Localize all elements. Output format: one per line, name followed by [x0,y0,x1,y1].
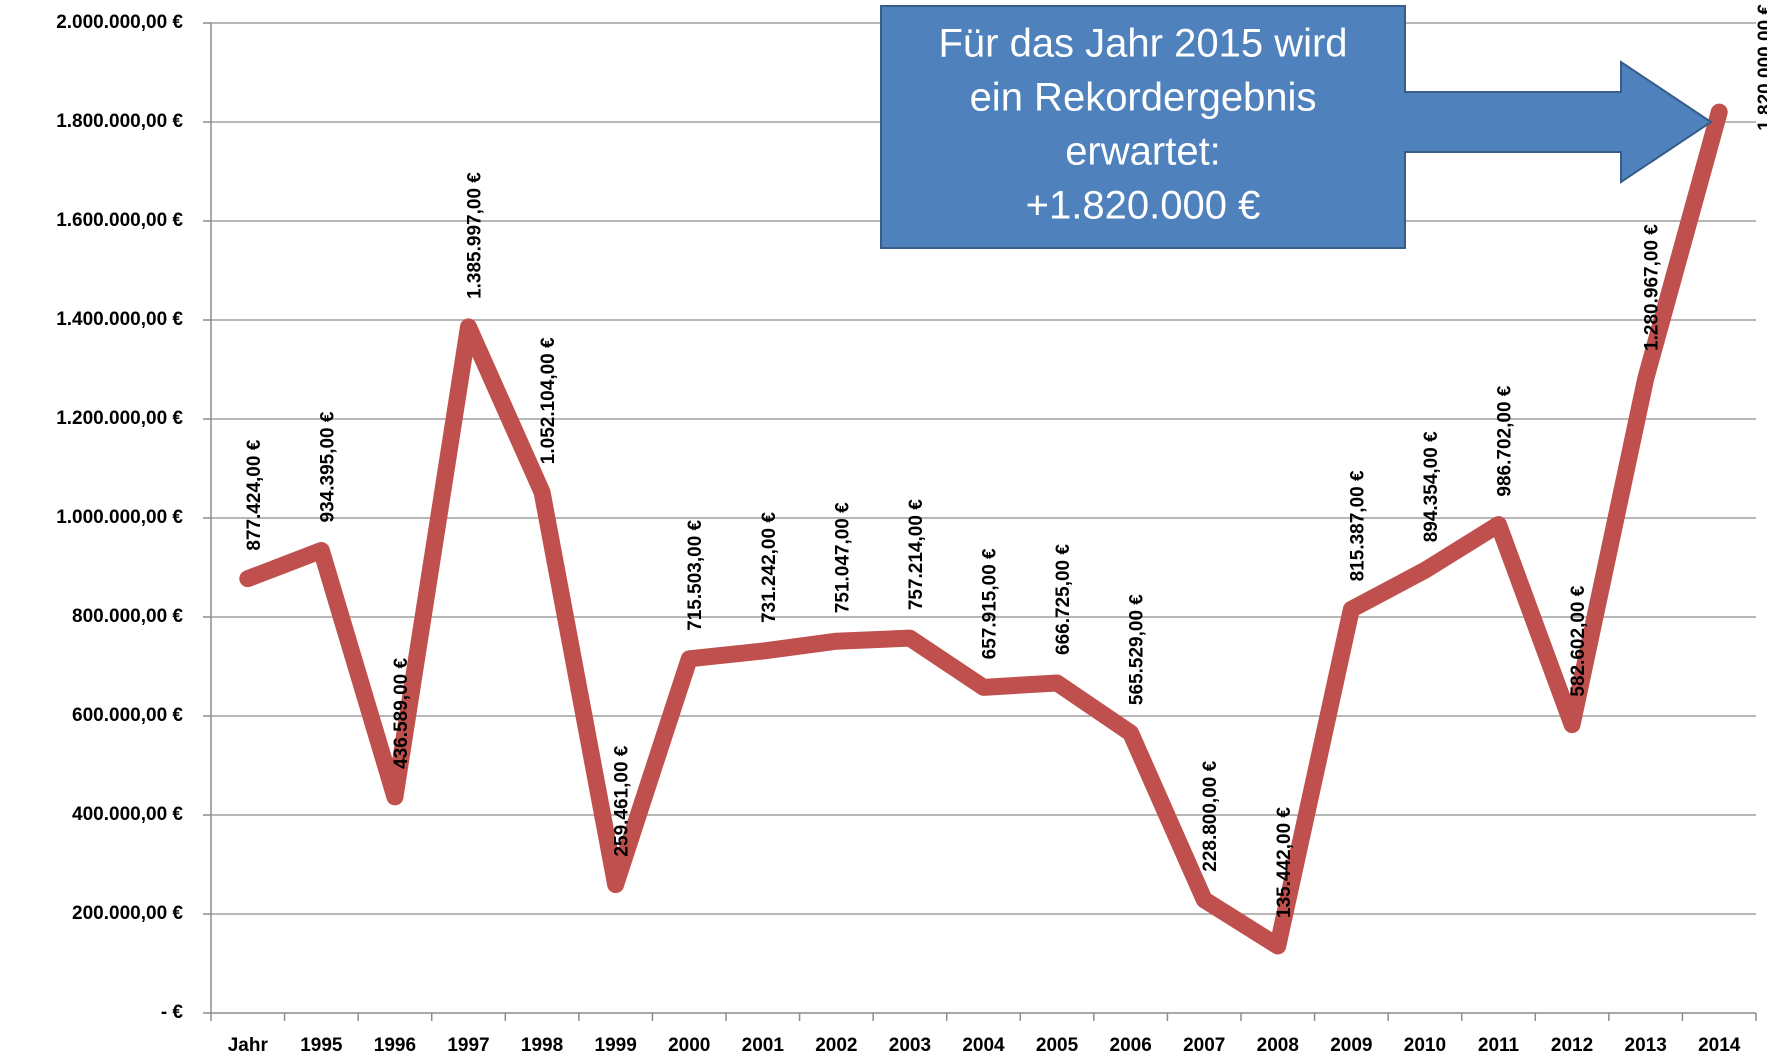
x-tick-label: 2012 [1551,1035,1593,1056]
x-tick-label: 2013 [1625,1035,1667,1056]
data-label: 135.442,00 € [1274,807,1295,918]
annotation-text: erwartet: [1065,130,1221,174]
x-tick-label: 2006 [1110,1035,1152,1056]
annotation-arrow [1404,60,1713,184]
data-label: 715.503,00 € [685,519,706,630]
data-label: 894.354,00 € [1421,431,1442,542]
x-tick-label: 2008 [1257,1035,1299,1056]
x-tick-label: 2003 [889,1035,931,1056]
y-tick-label: 200.000,00 € [72,903,183,924]
annotation-join [1402,93,1408,151]
data-label: 731.242,00 € [759,512,780,623]
annotation-box [880,5,1406,249]
data-label: 582.602,00 € [1568,585,1589,696]
annotation-text: +1.820.000 € [1026,184,1261,228]
x-tick-label: 2005 [1036,1035,1079,1056]
y-tick-label: 1.000.000,00 € [56,507,183,528]
y-tick-label: 1.600.000,00 € [56,210,183,231]
data-label: 1.385.997,00 € [465,172,486,299]
marks [239,103,1728,955]
y-tick-label: 800.000,00 € [72,606,183,627]
y-tick-label: - € [161,1002,184,1023]
x-tick-label: 1999 [595,1035,637,1056]
x-tick-label: 2007 [1183,1035,1225,1056]
data-label: 259.461,00 € [612,745,633,856]
annotation: Für das Jahr 2015 wird ein Rekordergebnis… [880,5,1713,249]
data-label: 934.395,00 € [317,411,338,522]
data-label: 666.725,00 € [1053,544,1074,655]
y-tick-label: 1.400.000,00 € [56,309,183,330]
x-tick-label: 1995 [300,1035,343,1056]
data-label: 436.589,00 € [391,658,412,769]
data-label: 815.387,00 € [1347,470,1368,581]
data-label: 1.820.000,00 € [1755,4,1767,131]
x-tick-label: 2009 [1330,1035,1372,1056]
series-line [239,103,1728,955]
data-label: 1.280.967,00 € [1642,224,1663,351]
annotation-text: ein Rekordergebnis [970,76,1317,120]
data-label: 757.214,00 € [906,499,927,610]
x-tick-label: 2004 [962,1035,1005,1056]
labels: 877.424,00 € 934.395,00 € 436.589,00 € 1.38… [244,4,1767,918]
x-tick-label: 1996 [374,1035,416,1056]
y-tick-label: 400.000,00 € [72,804,183,825]
data-label: 986.702,00 € [1495,385,1516,496]
data-label: 751.047,00 € [832,502,853,613]
x-tick-label: 2001 [742,1035,785,1056]
y-tick-label: 2.000.000,00 € [56,12,183,33]
data-label: 1.052.104,00 € [538,337,559,464]
y-tick-label: 600.000,00 € [72,705,183,726]
data-label: 657.915,00 € [980,548,1001,659]
x-tick-label: 2014 [1698,1035,1741,1056]
data-label: 877.424,00 € [244,439,265,550]
x-tick-label: 2011 [1478,1035,1520,1056]
y-tick-label: 1.200.000,00 € [56,408,183,429]
x-tick-label: 2000 [668,1035,710,1056]
y-tick-label: 1.800.000,00 € [56,111,183,132]
x-tick-label: 2010 [1404,1035,1446,1056]
x-tick-label: 1997 [447,1035,489,1056]
data-label: 228.800,00 € [1200,760,1221,871]
x-tick-label: Jahr [228,1035,269,1056]
x-tick-label: 1998 [521,1035,563,1056]
annotation-text: Für das Jahr 2015 wird [938,22,1347,66]
data-label: 565.529,00 € [1127,594,1148,705]
x-tick-label: 2002 [815,1035,857,1056]
